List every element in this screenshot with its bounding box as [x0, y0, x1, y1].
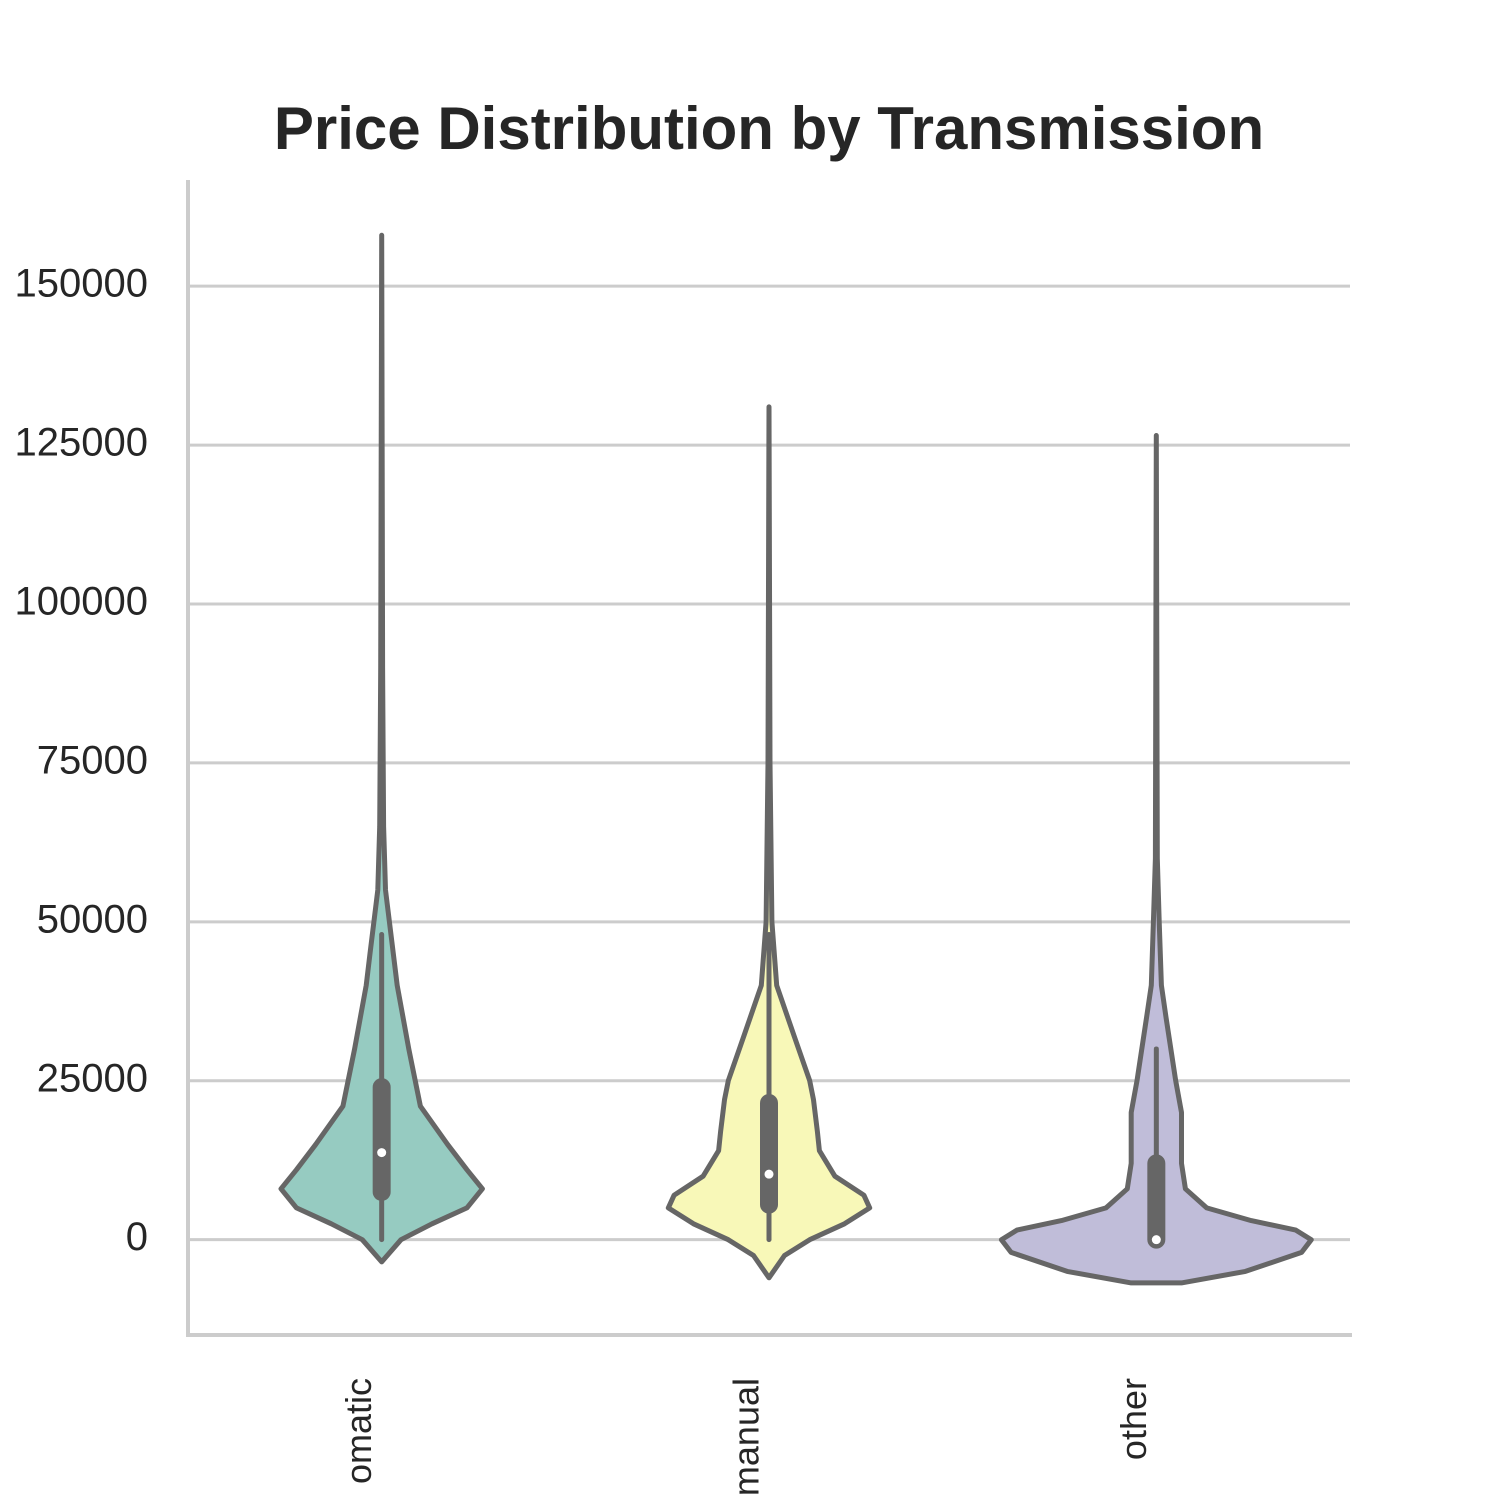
y-tick-label: 125000	[15, 421, 148, 465]
x-tick-label: manual	[726, 1378, 767, 1496]
y-tick-label: 100000	[15, 580, 148, 624]
y-tick-label: 75000	[37, 738, 148, 782]
x-tick-label: omatic	[338, 1378, 379, 1484]
median	[377, 1148, 387, 1158]
violin-body	[665, 404, 873, 1281]
x-tick-label: other	[1113, 1378, 1154, 1460]
median	[764, 1169, 774, 1179]
y-tick-label: 25000	[37, 1056, 148, 1100]
y-tick-label: 150000	[15, 262, 148, 306]
violin-body	[278, 232, 485, 1265]
median	[1151, 1235, 1161, 1245]
y-tick-label: 0	[126, 1215, 148, 1259]
violin-body	[998, 433, 1314, 1286]
y-tick-label: 50000	[37, 897, 148, 941]
chart-title: Price Distribution by Transmission	[274, 95, 1264, 162]
